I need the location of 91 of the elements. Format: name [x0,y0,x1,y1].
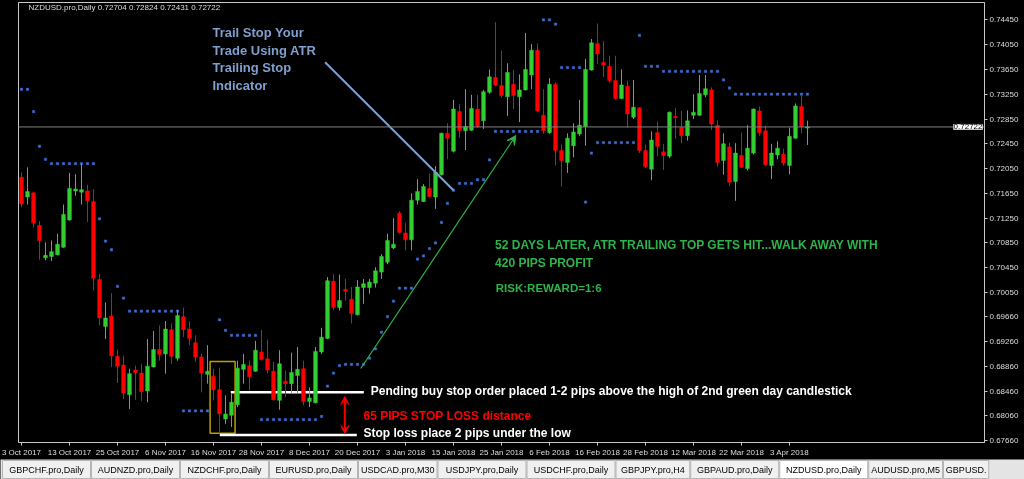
candlestick [127,368,132,410]
text: NZDCHF.pro,Daily [187,464,262,475]
x-tick-label: 28 Nov 2017 [238,447,285,457]
y-tick-label: 0.70850 [989,238,1019,248]
x-tick-label: 25 Jan 2018 [479,447,525,457]
chart-title: NZDUSD.pro,Daily 0.72704 0.72824 0.72431 0.72722 [28,3,221,12]
candlestick [493,21,498,87]
y-tick-label: 0.73250 [989,89,1019,99]
y-tick-label: 0.71650 [989,188,1019,198]
candlestick [337,274,342,311]
y-tick-label: 0.68460 [989,386,1019,396]
annotation: RISK:REWARD=1:6 [495,282,602,295]
candlestick [37,220,42,261]
candlestick [799,94,804,134]
text: NZDUSD.pro,Daily [785,464,863,475]
x-tick-label: 16 Nov 2017 [190,447,237,457]
candlestick [445,122,450,160]
y-tick-label: 0.67660 [989,436,1019,446]
candlestick [133,365,138,401]
candlestick [595,23,600,65]
candlestick [85,184,90,223]
candlestick [541,88,546,135]
x-tick-label: 8 Dec 2017 [289,447,331,457]
candlestick [457,103,462,139]
x-tick-label: 25 Oct 2017 [95,447,140,457]
x-tick-label: 12 Mar 2018 [671,447,717,457]
x-tick-label: 3 Jan 2018 [385,447,426,457]
text: USDCHF.pro,Daily [533,464,609,475]
candlestick [247,360,252,391]
y-tick-label: 0.74050 [989,40,1019,50]
x-tick-label: 15 Jan 2018 [431,447,477,457]
annotation: 52 DAYS LATER, ATR TRAILING TOP GETS HIT...WALK AWAY WITH 420 PIPS PROFIT [495,237,878,270]
candlestick [205,344,210,385]
y-tick-label: 0.72450 [989,139,1019,149]
y-tick-label: 0.70050 [989,288,1019,298]
y-tick-label: 0.68860 [989,361,1019,371]
candlestick [499,50,504,98]
text: AUDUSD.pro,M5 [871,464,940,475]
candlestick [253,340,258,373]
text: USDCAD.pro,M30 [360,464,435,475]
candlestick [139,363,144,402]
x-tick-label: 22 Mar 2018 [719,447,765,457]
candlestick [721,132,726,176]
candlestick [679,110,684,144]
x-tick-label: 3 Apr 2018 [769,447,810,457]
ref-line-label: Pending buy stop order placed 1-2 pips above the high of 2nd green day candlestick [370,383,852,398]
candlestick [25,166,30,206]
candlestick [283,370,288,398]
y-tick-label: 0.74450 [989,15,1019,25]
candlestick [661,143,666,171]
candlestick [631,79,636,120]
y-tick-label: 0.73650 [989,64,1019,74]
x-tick-label: 20 Dec 2017 [334,447,381,457]
x-tick-label: 6 Nov 2017 [145,447,187,457]
candlestick [403,222,408,251]
ref-line-label: Stop loss place 2 pips under the low [363,425,572,440]
text: GBPCHF.pro,Daily [9,464,85,475]
candlestick [103,301,108,340]
x-tick-label: 6 Feb 2018 [529,447,571,457]
x-tick-label: 28 Feb 2018 [623,447,669,457]
candlestick [655,120,660,157]
y-tick-label: 0.70450 [989,263,1019,273]
candlestick [685,109,690,142]
candlestick [397,210,402,235]
y-tick-label: 0.72050 [989,164,1019,174]
text: GBPUSD. [945,464,987,475]
candlestick [601,40,606,78]
text: GBPAUD.pro,Daily [697,464,773,475]
y-tick-label: 0.69660 [989,312,1019,322]
annotation: Trail Stop Your Trade Using ATR Trailing Stop Indicator [212,25,317,93]
ref-line-label: 0.72722 [953,122,984,132]
y-tick-label: 0.71250 [989,213,1019,223]
annotation: 65 PIPS STOP LOSS distance [363,408,532,423]
candlestick [739,132,744,169]
candlestick [343,278,348,302]
y-tick-label: 0.72850 [989,114,1019,124]
y-tick-label: 0.69260 [989,336,1019,346]
x-tick-label: 16 Feb 2018 [575,447,621,457]
y-tick-label: 0.68060 [989,411,1019,421]
candlestick [673,107,678,140]
candlestick [619,68,624,100]
x-tick-label: 3 Oct 2017 [1,447,42,457]
candlestick [349,286,354,325]
text: USDJPY.pro,Daily [445,464,519,475]
text: AUDNZD.pro,Daily [97,464,174,475]
candlestick [475,94,480,129]
candlestick [157,324,162,362]
text: EURUSD.pro,Daily [275,464,353,475]
text: GBPJPY.pro,H4 [620,464,685,475]
candlestick [511,69,516,110]
x-tick-label: 13 Oct 2017 [47,447,92,457]
